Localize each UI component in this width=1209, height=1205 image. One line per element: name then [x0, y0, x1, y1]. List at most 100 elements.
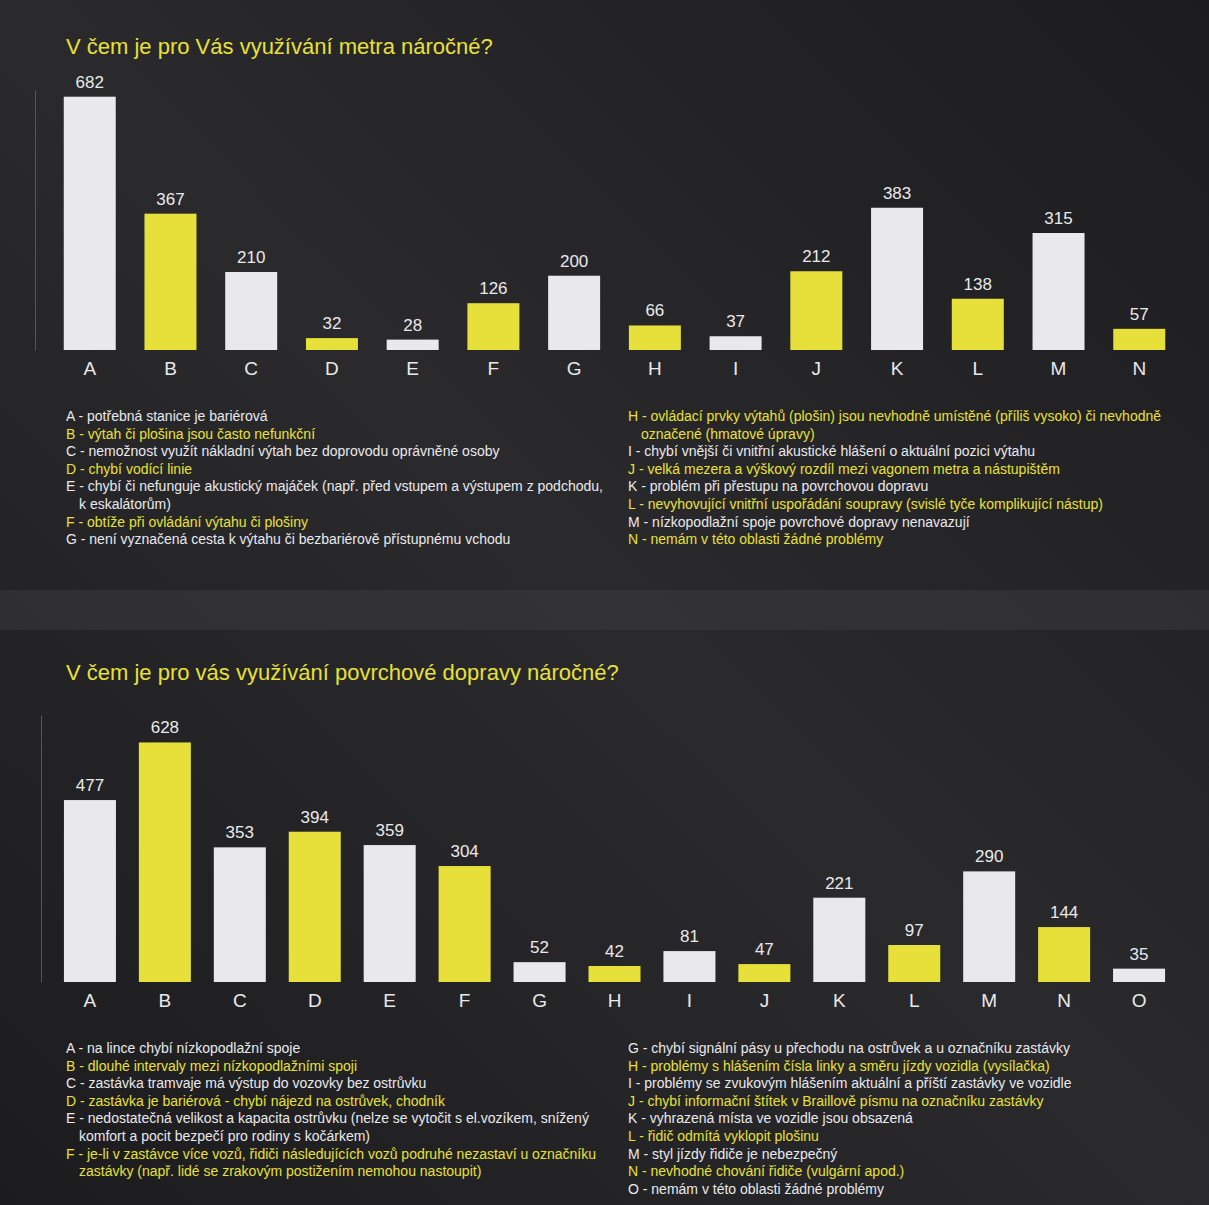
bar — [64, 800, 116, 982]
data-label: 200 — [560, 252, 588, 271]
bar — [306, 338, 358, 350]
x-tick-label: D — [325, 358, 339, 379]
legend-item: C - nemožnost využít nákladní výtah bez … — [66, 443, 611, 461]
legend-item: G - chybí signální pásy u přechodu na os… — [628, 1040, 1173, 1058]
data-label: 28 — [403, 316, 422, 335]
bar — [813, 898, 865, 982]
data-label: 32 — [322, 314, 341, 333]
x-tick-label: I — [687, 990, 692, 1011]
bars — [64, 742, 1165, 982]
x-tick-label: G — [532, 990, 547, 1011]
data-label: 81 — [680, 927, 699, 946]
bar — [64, 97, 116, 350]
legend-item: I - problémy se zvukovým hlášením aktuál… — [628, 1075, 1173, 1093]
x-tick: J — [760, 990, 770, 1011]
data-label: 35 — [1130, 945, 1149, 964]
x-tick: G — [532, 990, 547, 1011]
legend-item: H - ovládací prvky výtahů (plošin) jsou … — [628, 408, 1173, 443]
bar — [790, 271, 842, 350]
x-tick: C — [233, 990, 247, 1011]
x-tick: C — [244, 358, 258, 379]
bar — [1113, 329, 1165, 350]
legend-item: J - chybí informační štítek v Braillově … — [628, 1093, 1173, 1111]
x-tick-label: E — [406, 358, 419, 379]
legend-item: A - na lince chybí nízkopodlažní spoje — [66, 1040, 611, 1058]
bar — [629, 325, 681, 350]
x-tick-label: F — [488, 358, 500, 379]
data-label: 42 — [605, 942, 624, 961]
y-axis-line — [41, 716, 42, 983]
data-label: 210 — [237, 248, 265, 267]
x-tick: J — [812, 358, 822, 379]
x-tick-label: D — [308, 990, 322, 1011]
x-tick-label: K — [833, 990, 846, 1011]
bar — [144, 214, 196, 350]
x-tick-label: J — [760, 990, 770, 1011]
background — [0, 0, 1209, 1205]
bar — [888, 945, 940, 982]
x-tick: I — [733, 358, 738, 379]
x-tick-label: M — [1051, 358, 1067, 379]
data-label: 315 — [1044, 209, 1072, 228]
bar — [387, 340, 439, 350]
legend-item: G - není vyznačená cesta k výtahu či bez… — [66, 531, 611, 549]
x-axis: ABCDEFGHIJKLMN — [83, 358, 1146, 379]
x-tick: B — [164, 358, 177, 379]
y-axis-line — [35, 91, 36, 351]
data-label: 383 — [883, 184, 911, 203]
legend-item: L - nevyhovující vnitřní uspořádání soup… — [628, 496, 1173, 514]
x-tick: L — [909, 990, 920, 1011]
legend-column: A - potřebná stanice je bariérováB - výt… — [66, 408, 611, 549]
chart-title: V čem je pro Vás využívání metra náročné… — [66, 34, 493, 59]
x-tick: D — [325, 358, 339, 379]
legend-item: K - vyhrazená místa ve vozidle jsou obsa… — [628, 1110, 1173, 1128]
data-label: 57 — [1130, 305, 1149, 324]
data-label: 52 — [530, 938, 549, 957]
bar — [467, 303, 519, 350]
data-label: 682 — [76, 73, 104, 92]
data-label: 126 — [479, 279, 507, 298]
legend-item: L - řidič odmítá vyklopit plošinu — [628, 1128, 1173, 1146]
legend-column: A - na lince chybí nízkopodlažní spojeB … — [66, 1040, 611, 1181]
x-tick-label: O — [1132, 990, 1147, 1011]
bar — [289, 832, 341, 982]
legend-item: M - styl jízdy řidiče je nebezpečný — [628, 1146, 1173, 1164]
data-label: 394 — [301, 808, 329, 827]
x-tick-label: C — [244, 358, 258, 379]
legend-item: H - problémy s hlášením čísla linky a sm… — [628, 1058, 1173, 1076]
bar — [514, 962, 566, 982]
legend-item: E - chybí či nefunguje akustický majáček… — [66, 478, 611, 513]
x-tick: E — [383, 990, 396, 1011]
x-tick-label: E — [383, 990, 396, 1011]
x-tick-label: J — [812, 358, 822, 379]
x-tick-label: N — [1057, 990, 1071, 1011]
legend-item: B - dlouhé intervaly mezi nízkopodlažním… — [66, 1058, 611, 1076]
x-tick: D — [308, 990, 322, 1011]
chart: V čem je pro Vás využívání metra náročné… — [36, 34, 1166, 379]
y-axis — [35, 91, 36, 351]
x-tick-label: F — [459, 990, 471, 1011]
data-label: 212 — [802, 247, 830, 266]
legend-item: N - nemám v této oblasti žádné problémy — [628, 531, 1173, 549]
x-tick-label: B — [159, 990, 172, 1011]
x-tick: E — [406, 358, 419, 379]
bar — [738, 964, 790, 982]
x-tick: F — [459, 990, 471, 1011]
x-tick-label: M — [981, 990, 997, 1011]
legend-column: H - ovládací prvky výtahů (plošin) jsou … — [628, 408, 1173, 549]
bar — [588, 966, 640, 982]
page: {"chart_data": [ {"type": "bar", "title"… — [0, 0, 1209, 1205]
legend-item: I - chybí vnější či vnitřní akustické hl… — [628, 443, 1173, 461]
data-label: 359 — [375, 821, 403, 840]
bar — [952, 299, 1004, 350]
x-tick-label: N — [1132, 358, 1146, 379]
x-tick: N — [1057, 990, 1071, 1011]
bar — [214, 847, 266, 982]
data-label: 66 — [645, 301, 664, 320]
data-labels: 6823672103228126200663721238313831557 — [76, 73, 1149, 335]
bar — [963, 871, 1015, 982]
bar — [1113, 969, 1165, 982]
legend-item: O - nemám v této oblasti žádné problémy — [628, 1181, 1173, 1199]
x-tick: M — [1051, 358, 1067, 379]
legend-item: E - nedostatečná velikost a kapacita ost… — [66, 1110, 611, 1145]
